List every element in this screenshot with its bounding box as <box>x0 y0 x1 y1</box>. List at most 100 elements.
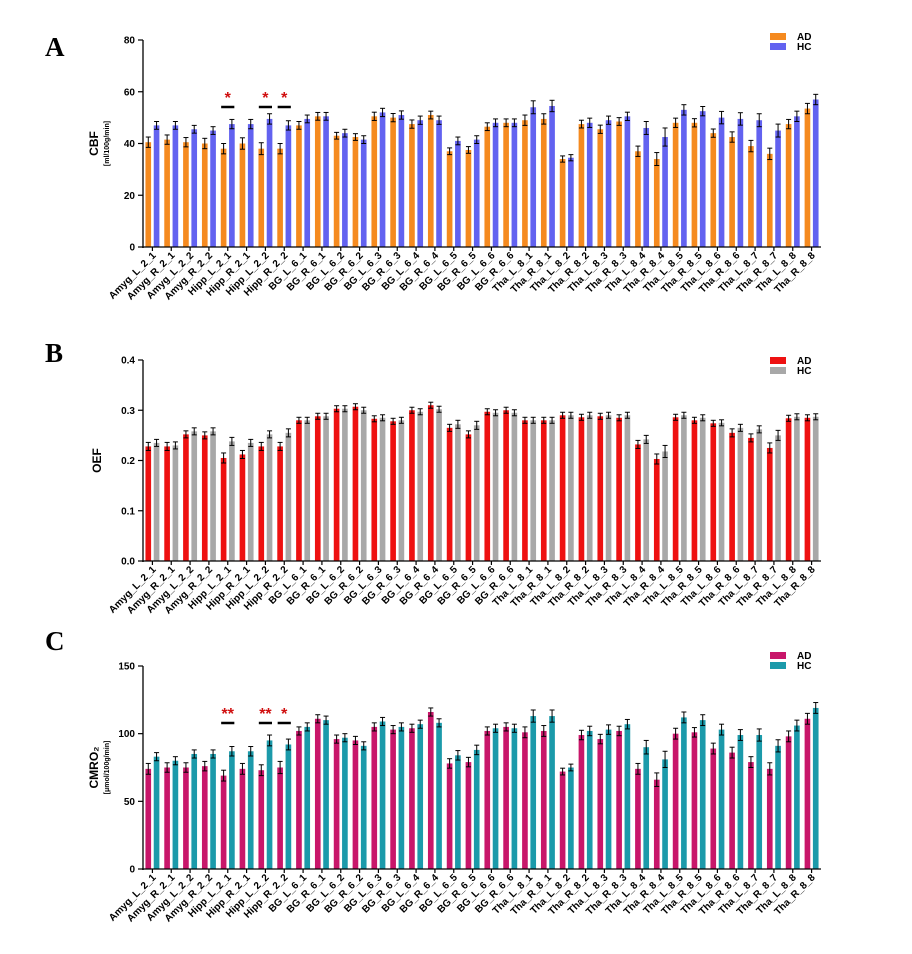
bar-ad <box>277 446 283 561</box>
bar-ad <box>465 149 472 247</box>
significance-marker: * <box>277 706 291 725</box>
bar-hc <box>681 717 687 869</box>
bar-hc <box>398 726 405 869</box>
error-bar <box>786 118 792 130</box>
error-bar <box>277 760 283 775</box>
error-bar <box>210 749 216 759</box>
bar-ad <box>559 771 566 869</box>
significance-marker: ** <box>221 706 235 725</box>
bar-hc <box>153 125 160 247</box>
bar-hc <box>473 749 480 869</box>
panel-letter-c: C <box>45 626 65 656</box>
error-bar <box>417 408 423 416</box>
bar-hc <box>191 431 198 561</box>
bar-ad <box>333 135 340 247</box>
error-bar <box>522 726 528 739</box>
bar-ad <box>484 730 491 869</box>
error-bar <box>549 709 555 723</box>
bar-ad <box>446 151 453 247</box>
bar-ad <box>804 417 811 561</box>
error-bar <box>183 430 189 439</box>
error-bar <box>560 767 566 776</box>
bar-hc <box>342 133 348 247</box>
bar-ad <box>201 143 208 247</box>
bar-hc <box>153 442 160 561</box>
bar-hc <box>699 720 706 869</box>
bar-hc <box>568 157 574 247</box>
cmro2-chart: 050100150Amyg_L_2_1Amyg_R_2_1Amyg_L_2_2A… <box>87 651 821 925</box>
legend-swatch-hc <box>770 662 786 669</box>
error-bar <box>428 707 434 717</box>
y-tick-label: 20 <box>124 191 136 202</box>
bar-hc <box>775 435 781 562</box>
bar-ad <box>672 733 679 869</box>
bar-hc <box>304 118 311 247</box>
error-bar <box>560 411 566 419</box>
error-bar <box>503 118 509 128</box>
bar-hc <box>775 745 781 869</box>
bar-ad <box>503 726 509 869</box>
bar-ad <box>785 124 792 247</box>
error-bar <box>493 118 499 128</box>
series-hc <box>153 93 819 248</box>
y-tick-label: 0.3 <box>121 406 135 417</box>
error-bar <box>794 110 800 123</box>
error-bar <box>568 154 574 162</box>
error-bar <box>172 441 178 450</box>
error-bar <box>183 137 189 148</box>
error-bar <box>202 431 208 440</box>
bar-hc <box>605 729 612 869</box>
error-bar <box>409 119 415 129</box>
error-bar <box>352 735 358 745</box>
error-bar <box>794 413 800 421</box>
error-bar <box>202 760 208 772</box>
bar-hc <box>775 130 781 247</box>
error-bar <box>465 756 471 768</box>
bar-ad <box>390 117 396 248</box>
error-bar <box>624 718 630 730</box>
error-bar <box>229 436 235 446</box>
bar-ad <box>390 729 396 869</box>
error-bar <box>737 729 743 741</box>
bar-hc <box>436 722 442 869</box>
error-bar <box>409 406 415 414</box>
bar-ad <box>710 423 717 561</box>
error-bar <box>183 762 189 773</box>
bar-ad <box>597 129 604 247</box>
bar-ad <box>296 420 302 561</box>
error-bar <box>578 413 584 421</box>
bar-ad <box>201 766 208 869</box>
bar-hc <box>398 420 405 561</box>
error-bar <box>315 111 321 121</box>
bar-ad <box>710 748 717 869</box>
error-bar <box>794 719 800 732</box>
bar-ad <box>540 730 547 869</box>
bar-hc <box>398 115 405 247</box>
y-tick-label: 0.2 <box>121 456 135 467</box>
bar-ad <box>729 137 735 247</box>
y-tick-label: 50 <box>124 797 136 808</box>
bar-ad <box>635 768 641 869</box>
bar-hc <box>285 125 292 247</box>
bar-ad <box>201 435 208 562</box>
error-bar <box>361 741 367 751</box>
error-bar <box>342 128 348 138</box>
error-bar <box>334 734 340 744</box>
error-bar <box>315 412 321 420</box>
error-bar <box>654 453 660 465</box>
error-bar <box>691 118 697 128</box>
error-bar <box>719 723 725 736</box>
error-bar <box>267 734 273 747</box>
bar-hc <box>172 125 179 247</box>
error-bar <box>700 105 706 117</box>
error-bar <box>428 401 434 409</box>
significance-label: * <box>262 90 269 107</box>
error-bar <box>729 131 735 143</box>
bar-ad <box>352 740 359 869</box>
bar-hc <box>210 130 216 247</box>
error-bar <box>191 124 197 134</box>
bar-ad <box>239 454 246 561</box>
bar-ad <box>691 122 698 247</box>
